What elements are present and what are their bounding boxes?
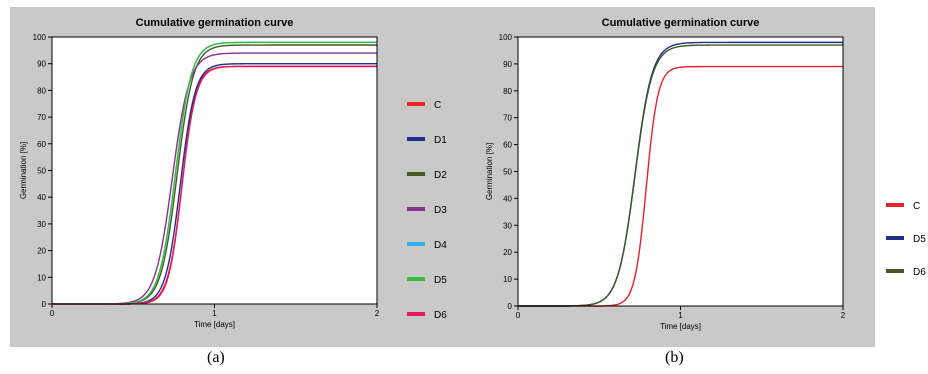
legend-a-label-d3: D3 [434,205,447,216]
chart-a-y-tick-label: 40 [37,193,46,202]
chart-b-y-tick-label: 90 [503,60,512,69]
legend-a-label-c: C [434,100,441,111]
legend-a-label-d2: D2 [434,170,447,181]
chart-a-x-axis-label: Time [days] [194,320,235,329]
legend-a-label-d4: D4 [434,240,447,251]
chart-b-y-tick-label: 80 [503,87,512,96]
chart-b-y-tick-label: 100 [499,33,513,42]
chart-a-title: Cumulative germination curve [136,17,294,29]
chart-b-svg: Cumulative germination curve010203040506… [475,7,926,347]
chart-a-plot-area [52,37,377,304]
chart-b-frame [517,36,844,307]
chart-b-y-tick-label: 50 [503,168,512,177]
caption-b: (b) [665,349,684,366]
chart-a-y-tick-label: 90 [37,60,46,69]
chart-b-y-tick-label: 10 [503,275,512,284]
chart-a-svg: Cumulative germination curve010203040506… [10,7,480,347]
legend-b-label-d6: D6 [913,267,926,278]
legend-a-label-d1: D1 [434,135,447,146]
chart-a-x-tick-label: 2 [375,309,380,318]
legend-a-label-d5: D5 [434,275,447,286]
chart-a-frame [51,36,378,305]
chart-panel-b: Cumulative germination curve 0 10 20 30 40 50 6… [466,0,928,374]
chart-a-y-tick-label: 50 [37,167,46,176]
chart-panel-a: Cumulative germination curve 0 10 20 30 40 50 6… [10,7,480,347]
chart-b-y-tick-label: 20 [503,248,512,257]
chart-b-y-tick-label: 60 [503,141,512,150]
chart-a-y-axis-label: Germination [%] [19,142,28,199]
legend-b-label-c: C [913,201,920,212]
chart-b-y-tick-label: 70 [503,114,512,123]
chart-a-y-tick-label: 80 [37,86,46,95]
chart-a-x-tick-label: 0 [50,309,55,318]
chart-b-x-tick-label: 0 [516,311,521,320]
chart-a-x-tick-label: 1 [212,309,217,318]
chart-a-y-tick-label: 60 [37,140,46,149]
chart-b-x-tick-label: 2 [841,311,846,320]
chart-b-x-tick-label: 1 [678,311,683,320]
chart-b-plot-area [518,37,843,306]
chart-b-y-tick-label: 30 [503,221,512,230]
chart-b-y-axis-label: Germination [%] [485,143,494,200]
chart-a-y-tick-label: 20 [37,247,46,256]
chart-a-y-tick-label: 30 [37,220,46,229]
chart-b-y-tick-label: 40 [503,194,512,203]
chart-b-y-tick-label: 0 [508,302,513,311]
chart-a-y-tick-label: 10 [37,273,46,282]
chart-b-title: Cumulative germination curve [602,17,760,29]
chart-a-y-tick-label: 70 [37,113,46,122]
chart-a-y-tick-label: 100 [33,33,47,42]
caption-a: (a) [207,349,225,366]
chart-a-y-tick-label: 0 [42,300,47,309]
legend-b-label-d5: D5 [913,234,926,245]
legend-a-label-d6: D6 [434,310,447,321]
chart-b-x-axis-label: Time [days] [660,322,701,331]
